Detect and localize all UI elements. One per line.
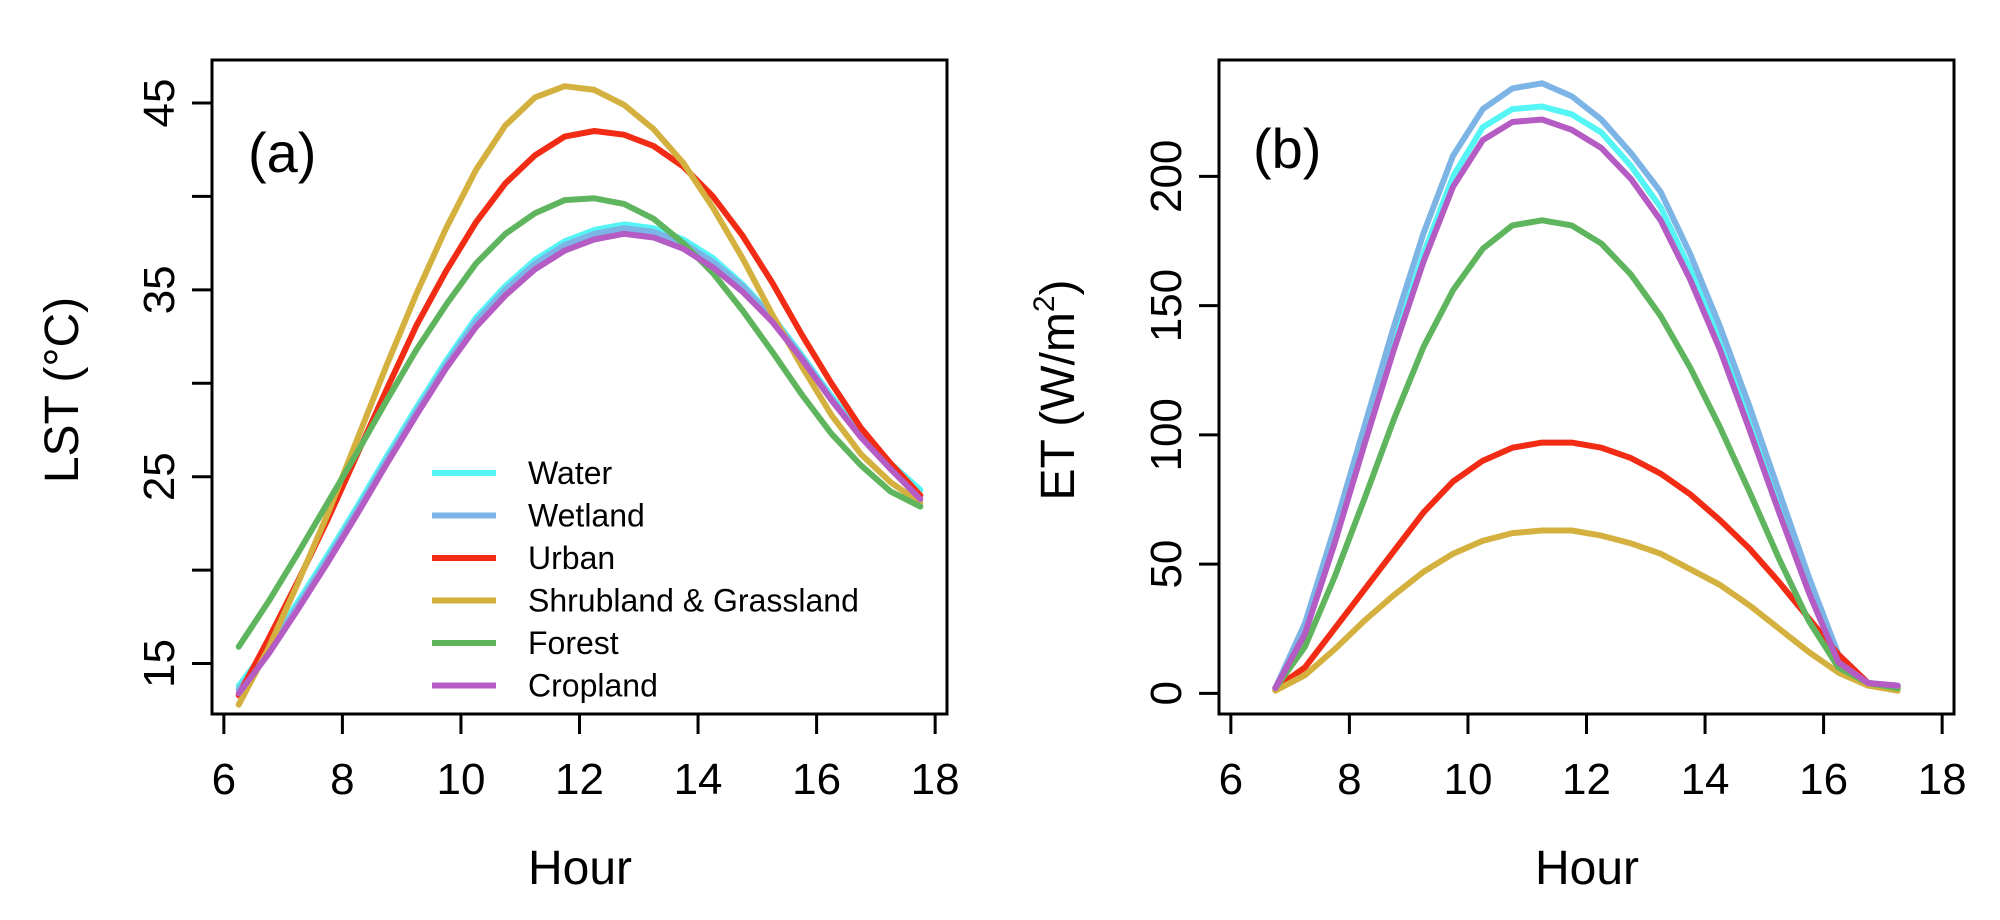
lst-x-tick-label: 6: [212, 755, 236, 804]
legend-label: Water: [528, 455, 613, 491]
lst-x-axis: 6 8 10 12 14 16 18: [212, 714, 960, 804]
et-series-shrubland-grassland: [1272, 527, 1901, 694]
legend-label: Shrubland & Grassland: [528, 583, 859, 619]
et-series-urban: [1272, 439, 1901, 692]
et-panel: 6 8 10 12 14 16 18 0 50 100 150 200 (b) Hour ET (W…: [1028, 58, 1967, 895]
legend: Water Wetland Urban Shrubland & Grassland Fo…: [432, 455, 859, 704]
lst-x-axis-title: Hour: [528, 842, 632, 895]
et-y-tick-label: 0: [1142, 681, 1191, 705]
et-y-axis-title-main: ET (W/m: [1032, 312, 1085, 500]
et-y-axis-title: ET (W/m2): [1028, 279, 1085, 500]
et-series-lines: [1272, 80, 1901, 694]
et-series-wetland: [1272, 80, 1901, 692]
et-x-axis: 6 8 10 12 14 16 18: [1219, 714, 1967, 804]
et-x-tick-label: 10: [1443, 755, 1492, 804]
legend-label: Forest: [528, 625, 619, 661]
et-series-forest: [1272, 217, 1901, 692]
lst-y-tick-label: 45: [135, 79, 184, 128]
legend-label: Cropland: [528, 668, 658, 704]
legend-label: Wetland: [528, 498, 645, 534]
et-x-tick-label: 18: [1918, 755, 1967, 804]
lst-series-cropland: [235, 230, 924, 697]
et-x-tick-label: 12: [1562, 755, 1611, 804]
lst-x-tick-label: 12: [555, 755, 604, 804]
et-series-water: [1272, 103, 1901, 692]
lst-y-tick-label: 15: [135, 639, 184, 688]
lst-x-tick-label: 10: [436, 755, 485, 804]
et-y-axis-title-end: ): [1032, 279, 1085, 295]
et-x-axis-title: Hour: [1535, 842, 1639, 895]
et-y-axis-title-sup: 2: [1028, 295, 1061, 312]
lst-x-tick-label: 18: [911, 755, 960, 804]
lst-y-axis-title: LST (°C): [36, 297, 89, 483]
et-y-tick-label: 200: [1142, 140, 1191, 213]
et-x-tick-label: 8: [1337, 755, 1361, 804]
et-series-cropland: [1272, 116, 1901, 692]
lst-panel-label: (a): [248, 121, 316, 184]
et-y-tick-label: 150: [1142, 269, 1191, 342]
et-y-axis: 0 50 100 150 200: [1142, 140, 1219, 706]
lst-y-axis: 15 25 35 45: [135, 79, 212, 688]
lst-x-tick-label: 14: [674, 755, 723, 804]
lst-series-shrubland-grassland: [235, 83, 924, 708]
et-x-tick-label: 6: [1219, 755, 1243, 804]
lst-y-tick-label: 25: [135, 452, 184, 501]
et-x-tick-label: 16: [1799, 755, 1848, 804]
et-y-tick-label: 100: [1142, 398, 1191, 471]
et-x-tick-label: 14: [1681, 755, 1730, 804]
et-y-tick-label: 50: [1142, 540, 1191, 589]
lst-series-forest: [235, 195, 924, 650]
et-plot-frame: [1217, 58, 1956, 716]
lst-x-tick-label: 8: [330, 755, 354, 804]
lst-y-tick-label: 35: [135, 265, 184, 314]
et-panel-label: (b): [1253, 117, 1321, 180]
lst-series-lines: [235, 83, 924, 708]
legend-label: Urban: [528, 540, 615, 576]
lst-x-tick-label: 16: [792, 755, 841, 804]
